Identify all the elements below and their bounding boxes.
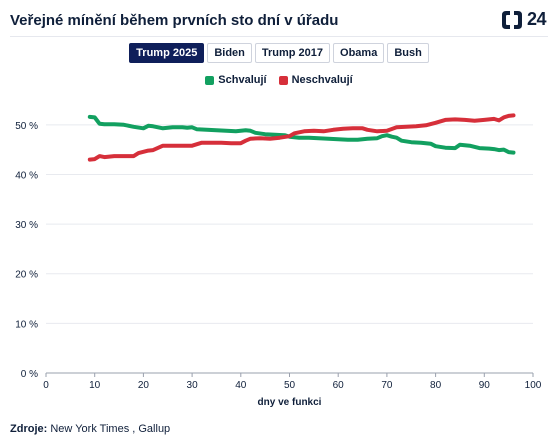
x-tick-label: 70 — [381, 380, 393, 391]
ct24-logo: 24 — [501, 9, 547, 30]
tab-biden[interactable]: Biden — [207, 43, 252, 63]
x-tick-label: 10 — [89, 380, 101, 391]
tab-obama[interactable]: Obama — [333, 43, 385, 63]
y-tick-label: 0 % — [21, 369, 38, 380]
legend-item-approve[interactable]: Schvalují — [205, 74, 267, 86]
source-text: New York Times , Gallup — [50, 423, 171, 435]
y-tick-label: 30 % — [15, 220, 38, 231]
source-label: Zdroje: — [10, 423, 48, 435]
x-tick-label: 40 — [235, 380, 247, 391]
tab-trump-2025[interactable]: Trump 2025 — [129, 43, 205, 63]
x-tick-label: 90 — [479, 380, 491, 391]
x-tick-label: 30 — [187, 380, 199, 391]
legend-item-disapprove[interactable]: Neschvalují — [278, 74, 353, 86]
y-tick-label: 20 % — [15, 270, 38, 281]
x-tick-label: 60 — [333, 380, 345, 391]
y-tick-label: 40 % — [15, 170, 38, 181]
y-tick-label: 50 % — [15, 121, 38, 132]
president-tabs: Trump 2025 Biden Trump 2017 Obama Bush — [0, 43, 558, 63]
legend-swatch-approve — [205, 75, 215, 85]
chart-legend: Schvalují Neschvalují — [0, 74, 558, 86]
series-line-approve — [87, 114, 516, 155]
x-tick-label: 50 — [284, 380, 296, 391]
legend-label-disapprove: Neschvalují — [291, 74, 353, 86]
x-tick-label: 20 — [138, 380, 150, 391]
legend-swatch-disapprove — [278, 75, 288, 85]
tab-trump-2017[interactable]: Trump 2017 — [254, 43, 331, 63]
x-tick-label: 80 — [430, 380, 442, 391]
legend-label-approve: Schvalují — [218, 74, 267, 86]
series-line-disapprove — [87, 113, 516, 162]
logo-text: 24 — [526, 9, 547, 29]
source-note: Zdroje: New York Times , Gallup — [10, 423, 170, 435]
x-tick-label: 100 — [525, 380, 542, 391]
chart-title: Veřejné mínění během prvních sto dní v ú… — [10, 12, 339, 29]
header-divider — [10, 36, 548, 37]
x-axis-label: dny ve funkci — [258, 397, 322, 408]
x-tick-label: 0 — [43, 380, 49, 391]
y-tick-label: 10 % — [15, 319, 38, 330]
tab-bush[interactable]: Bush — [387, 43, 429, 63]
ct-logo-icon — [501, 10, 522, 29]
